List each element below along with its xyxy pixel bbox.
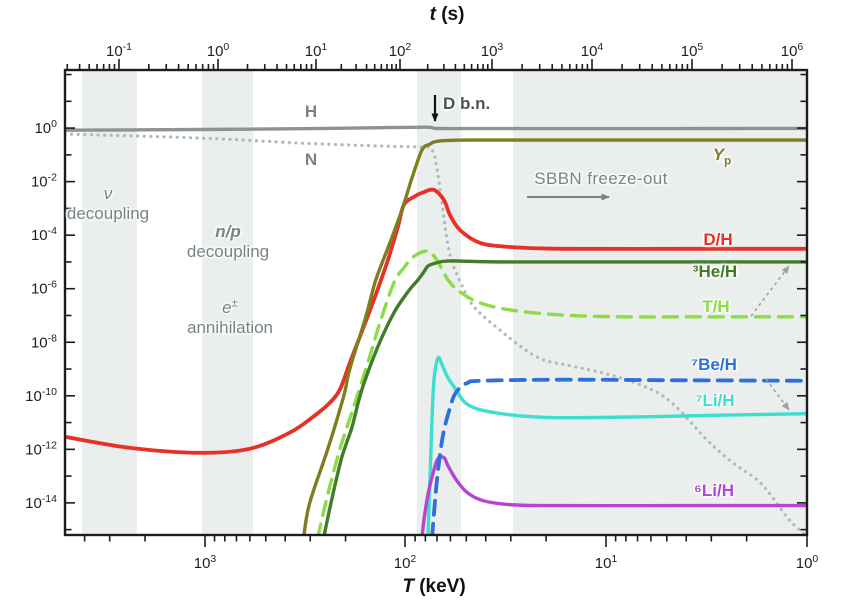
e-annihilation-label: e± annihilation (186, 297, 274, 338)
top-tick-label: 106 (781, 41, 804, 60)
top-tick-label: 101 (305, 41, 328, 60)
top-axis-title-unit: (s) (441, 4, 465, 25)
sbbn-freezeout-label: SBBN freeze-out (534, 169, 668, 188)
np-decoupling-label: n/p decoupling (186, 222, 270, 262)
curve-label-DH: D/H (703, 230, 733, 249)
y-tick-label: 10-4 (31, 225, 57, 244)
shaded-band (202, 70, 253, 535)
curve-label-Be7: ⁷Be/H (691, 355, 737, 374)
curve-label-N: N (304, 150, 318, 169)
top-tick-label: 100 (207, 41, 230, 60)
nu-decoupling-label: ν decoupling (66, 184, 150, 224)
bottom-tick-label: 101 (595, 553, 618, 572)
series-H-curve (65, 125, 807, 132)
y-tick-label: 10-12 (25, 439, 57, 458)
bottom-tick-label: 103 (194, 553, 217, 572)
nu-symbol: ν (103, 184, 113, 203)
bottom-axis-title: T (keV) (402, 576, 465, 598)
top-tick-label: 103 (481, 41, 504, 60)
bottom-tick-label: 100 (796, 553, 819, 572)
y-tick-label: 10-8 (31, 332, 57, 351)
series-TH-curve (316, 249, 807, 535)
curve-label-Yp: Yp (712, 145, 732, 168)
curve-label-H: H (304, 102, 318, 121)
series-Li6-curve (420, 455, 807, 535)
bottom-axis-title-unit: (keV) (419, 576, 466, 597)
y-tick-label: 100 (34, 118, 57, 137)
plot-frame (63, 68, 809, 537)
series-Be7-curve (430, 377, 807, 535)
series-Yp-curve (302, 138, 807, 535)
shaded-band (513, 70, 807, 535)
curve-label-Li7: ⁷Li/H (695, 391, 735, 410)
top-tick-label: 104 (581, 41, 604, 60)
obs-arrow-he3 (750, 265, 790, 317)
top-axis-title-var: t (429, 4, 436, 25)
top-tick-label: 102 (389, 41, 412, 60)
curve-label-TH: T/H (702, 297, 730, 316)
series-Li7-curve (426, 355, 807, 535)
bottom-tick-label: 102 (394, 553, 417, 572)
bottom-axis-title-var: T (402, 576, 414, 597)
top-tick-label: 105 (681, 41, 704, 60)
y-tick-label: 10-2 (31, 172, 57, 191)
y-tick-label: 10-14 (25, 493, 57, 512)
top-tick-label: 10-1 (106, 41, 132, 60)
curves-group (65, 125, 807, 535)
curve-label-He3: ³He/H (692, 262, 738, 281)
series-He3-curve (322, 259, 807, 535)
top-axis-title: t (s) (430, 4, 465, 26)
y-tick-label: 10-6 (31, 279, 57, 298)
d-bottleneck-label: D b.n. (443, 94, 491, 113)
shaded-band (82, 70, 137, 535)
curve-label-Li6: ⁶Li/H (694, 481, 734, 500)
y-tick-label: 10-10 (25, 386, 57, 405)
